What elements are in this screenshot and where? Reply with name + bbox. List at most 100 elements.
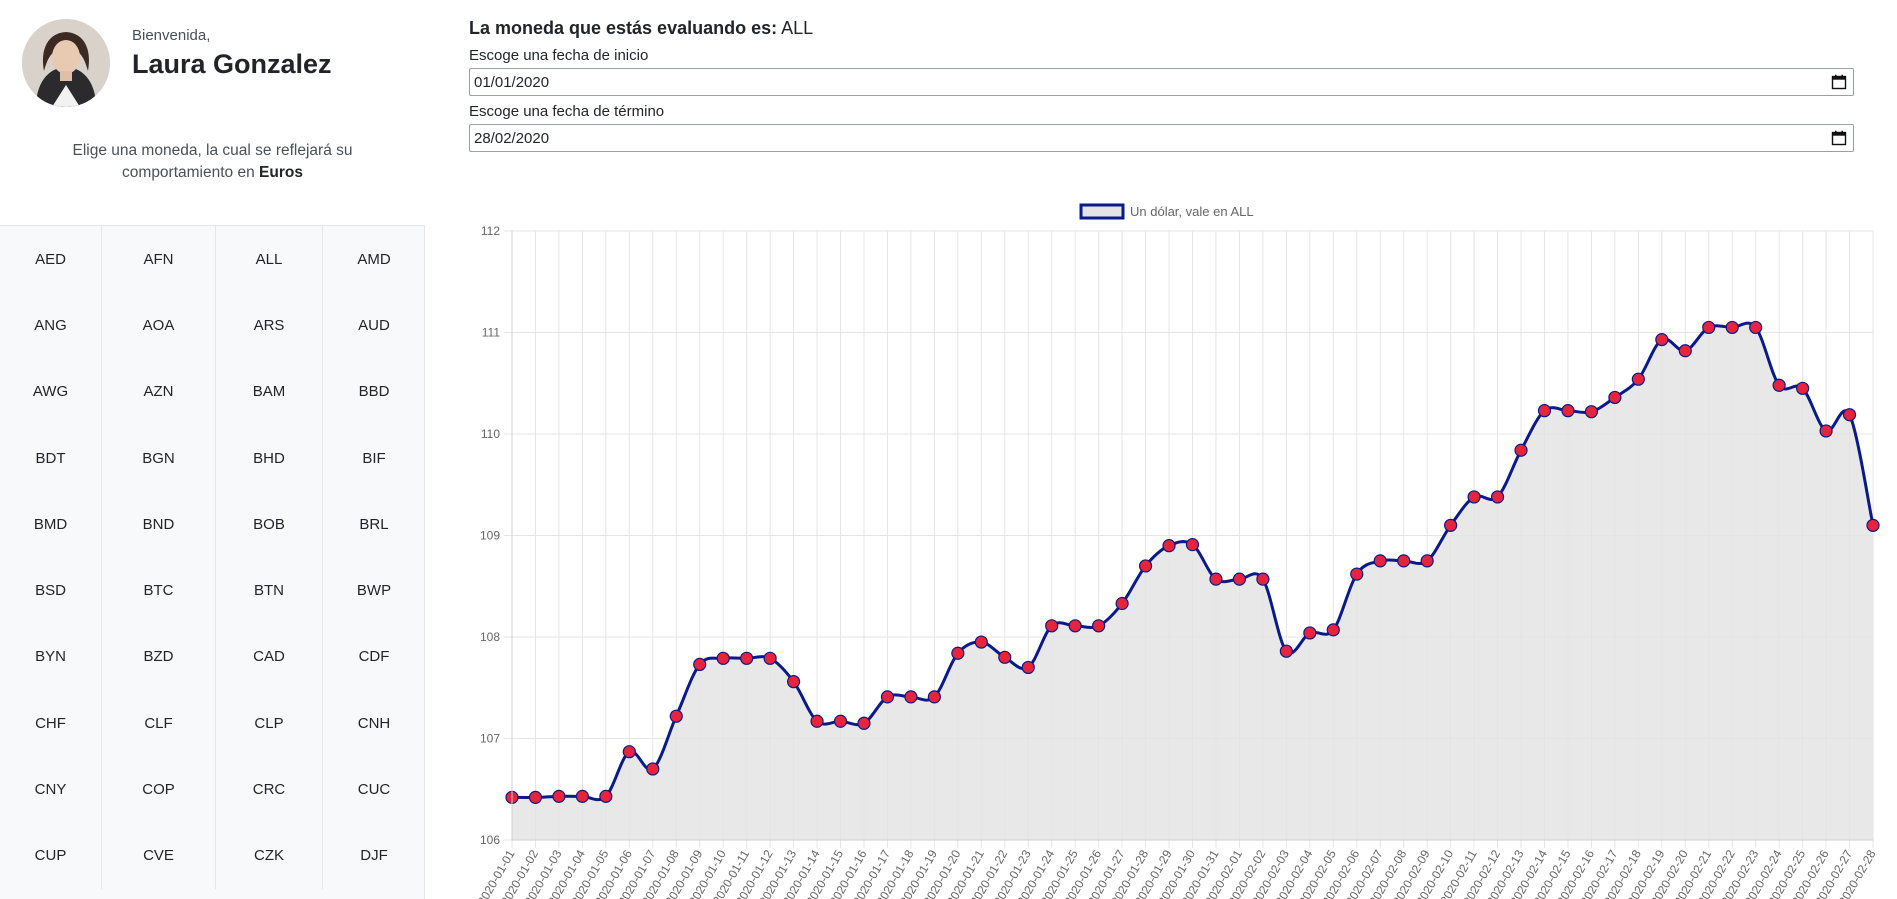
data-point (1232, 572, 1247, 586)
data-point (622, 745, 636, 759)
currency-item-chf[interactable]: CHF (0, 690, 102, 757)
data-point (1021, 660, 1035, 675)
data-point (716, 651, 730, 665)
data-point (786, 675, 801, 689)
currency-item-cnh[interactable]: CNH (357, 714, 391, 732)
currency-item-bhd[interactable]: BHD (216, 424, 323, 492)
data-point (1678, 344, 1692, 358)
heading-label: La moneda que estás evaluando es: (469, 18, 778, 38)
currency-item-azn[interactable]: AZN (102, 358, 216, 425)
data-point (1397, 554, 1411, 568)
data-point (1772, 378, 1786, 392)
data-point (1842, 408, 1857, 422)
currency-item-aoa[interactable]: AOA (102, 292, 216, 359)
currency-item-cve[interactable]: CVE (102, 822, 216, 889)
currency-item-clp[interactable]: CLP (216, 690, 323, 757)
currency-item-czk[interactable]: CZK (216, 822, 323, 889)
data-point (833, 714, 848, 728)
data-point (552, 789, 566, 803)
data-point (880, 690, 895, 704)
data-point (1655, 333, 1669, 347)
currency-item-bzd[interactable]: BZD (102, 623, 216, 691)
currency-item-bmd[interactable]: BMD (0, 491, 102, 558)
data-point (1608, 390, 1622, 405)
currency-item-cop[interactable]: COP (102, 756, 216, 823)
data-point (693, 657, 707, 672)
currency-item-btc[interactable]: BTC (102, 557, 216, 624)
data-point (1796, 381, 1810, 395)
currency-item-afn[interactable]: AFN (102, 226, 216, 293)
data-point (1631, 372, 1645, 386)
end-date-input[interactable]: 28/02/2020 (469, 124, 1854, 152)
y-tick-label: 108 (480, 630, 500, 644)
currency-item-bbd[interactable]: BBD (358, 383, 390, 401)
start-date-label: Escoge una fecha de inicio (469, 47, 649, 64)
profile-card: Bienvenida, Laura Gonzalez Elige una mon… (0, 0, 425, 226)
currency-item-all[interactable]: ALL (216, 226, 323, 293)
data-point (575, 789, 589, 803)
currency-item-brl[interactable]: BRL (359, 515, 389, 533)
data-point (1185, 538, 1200, 552)
currency-item-amd[interactable]: AMD (357, 250, 391, 268)
currency-item-cuc[interactable]: CUC (357, 781, 391, 799)
legend-swatch (1079, 203, 1125, 220)
data-point (528, 790, 543, 804)
currency-item-bsd[interactable]: BSD (0, 557, 102, 624)
legend-label: Un dólar, vale en ALL (1130, 204, 1254, 219)
exchange-rate-chart: Un dólar, vale en ALL 106 107 108 109 110 111 1… (475, 203, 1880, 899)
data-point (1702, 320, 1716, 335)
data-point (646, 762, 660, 776)
data-point (1514, 443, 1528, 457)
data-point (1209, 572, 1223, 586)
currency-item-djf[interactable]: DJF (360, 847, 388, 865)
data-point (1467, 490, 1481, 504)
currency-item-cad[interactable]: CAD (216, 623, 323, 691)
data-point (1092, 619, 1106, 633)
greeting-text: Bienvenida, (132, 27, 211, 44)
page-title: La moneda que estás evaluando es: ALL (469, 18, 813, 39)
currency-item-ars[interactable]: ARS (216, 292, 323, 359)
data-point (1490, 490, 1505, 504)
currency-item-cny[interactable]: CNY (0, 756, 102, 823)
currency-item-cup[interactable]: CUP (0, 822, 102, 889)
data-point (763, 651, 777, 665)
currency-item-bam[interactable]: BAM (216, 358, 323, 425)
calendar-icon[interactable] (1831, 74, 1847, 90)
data-point (1045, 619, 1059, 633)
currency-item-bwp[interactable]: BWP (356, 582, 392, 600)
calendar-icon[interactable] (1831, 130, 1847, 146)
currency-item-aud[interactable]: AUD (358, 316, 390, 334)
data-point (1561, 404, 1575, 418)
data-point (1444, 518, 1458, 532)
user-name: Laura Gonzalez (132, 49, 332, 79)
avatar-image (22, 19, 110, 107)
currency-item-bgn[interactable]: BGN (102, 424, 216, 492)
data-point (1584, 405, 1599, 419)
start-date-input[interactable]: 01/01/2020 (469, 68, 1854, 96)
target-currency: Euros (259, 164, 303, 181)
currency-item-ang[interactable]: ANG (0, 292, 102, 359)
data-point (857, 716, 871, 730)
currency-item-crc[interactable]: CRC (216, 756, 323, 823)
sidebar: Bienvenida, Laura Gonzalez Elige una mon… (0, 0, 425, 899)
data-point (1866, 518, 1880, 532)
currency-item-aed[interactable]: AED (0, 226, 102, 293)
data-point (1350, 567, 1364, 581)
currency-item-btn[interactable]: BTN (216, 557, 323, 624)
currency-item-cdf[interactable]: CDF (358, 648, 390, 666)
data-point (1326, 623, 1340, 637)
data-point (951, 646, 965, 660)
data-point (998, 650, 1012, 664)
currency-item-bdt[interactable]: BDT (0, 424, 102, 492)
data-point (599, 789, 613, 803)
currency-item-bob[interactable]: BOB (216, 491, 323, 558)
y-tick-label: 109 (480, 529, 500, 543)
currency-item-byn[interactable]: BYN (0, 623, 102, 691)
currency-item-awg[interactable]: AWG (0, 358, 102, 425)
end-date-value: 28/02/2020 (474, 129, 550, 147)
currency-item-bnd[interactable]: BND (102, 491, 216, 558)
currency-item-clf[interactable]: CLF (102, 690, 216, 757)
data-point (974, 635, 988, 649)
currency-item-bif[interactable]: BIF (362, 449, 386, 467)
selected-currency: ALL (781, 18, 814, 38)
